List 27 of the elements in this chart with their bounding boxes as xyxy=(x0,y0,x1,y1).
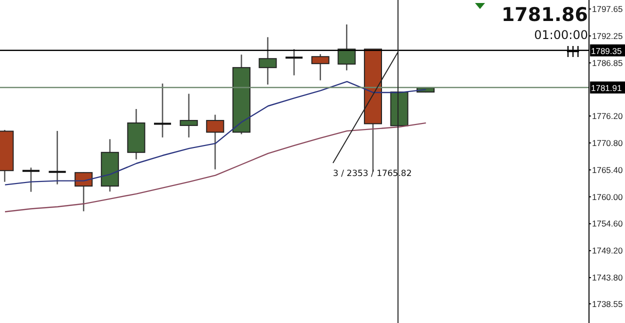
y-tick-label: 1738.55 xyxy=(592,298,623,309)
ref-line-label: 1789.35 xyxy=(591,46,622,56)
y-tick-label: 1749.20 xyxy=(592,246,623,256)
candlestick xyxy=(74,172,93,212)
y-tick-label: 1792.25 xyxy=(592,30,623,41)
candlestick xyxy=(48,130,67,185)
candlestick xyxy=(338,24,356,71)
candlestick xyxy=(21,166,41,192)
line-series xyxy=(4,122,426,212)
y-tick-label: 1786.85 xyxy=(592,58,623,68)
candlestick xyxy=(180,93,198,138)
candlestick xyxy=(206,114,224,170)
annotation: 1781.86 xyxy=(501,4,588,26)
candlestick xyxy=(311,53,330,81)
y-tick-label: 1770.80 xyxy=(592,138,623,148)
y-tick-label: 1765.40 xyxy=(592,164,623,175)
line-series xyxy=(4,80,426,186)
candlestick xyxy=(284,48,304,76)
y-tick-label: 1797.65 xyxy=(592,4,623,14)
y-tick-label: 1754.60 xyxy=(592,218,623,229)
candlestick xyxy=(258,36,277,86)
annotation: 01:00:00 xyxy=(534,28,588,42)
candlestick xyxy=(153,82,172,138)
ref-line-label: 1781.91 xyxy=(591,82,622,93)
y-tick-label: 1760.00 xyxy=(592,192,623,202)
y-tick-label: 1776.20 xyxy=(592,111,623,121)
y-tick-label: 1743.80 xyxy=(592,272,623,283)
